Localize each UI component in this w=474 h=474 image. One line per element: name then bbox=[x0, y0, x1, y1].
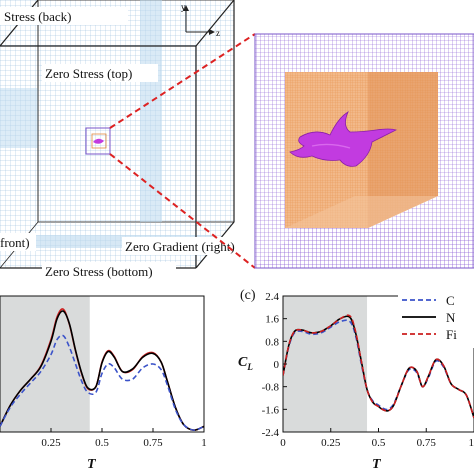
label-bottom: Zero Stress (bottom) bbox=[45, 264, 153, 279]
refinement-band-vertical bbox=[140, 0, 162, 222]
plot-left-series-1 bbox=[0, 310, 204, 431]
plot-c-legend: CN Fi bbox=[398, 290, 474, 348]
plot-c-xlabel: T bbox=[372, 457, 382, 472]
plot-c-shaded-region bbox=[283, 296, 368, 432]
plot-c-ytick-label: 2.4 bbox=[265, 291, 279, 303]
plot-left-xtick-label: 0.75 bbox=[143, 437, 163, 449]
zoom-connector-bottom bbox=[109, 153, 256, 269]
plot-c-ytick-label: 0 bbox=[274, 359, 280, 371]
axis-z-label: z bbox=[216, 28, 220, 38]
plot-c-series-0 bbox=[283, 319, 474, 419]
plot-c-ylabel: CL bbox=[238, 355, 253, 372]
plot-c-ytick-label: 0.8 bbox=[265, 336, 279, 348]
zoomed-mesh bbox=[254, 33, 474, 269]
plot-c-xtick-label: 0.25 bbox=[321, 437, 341, 449]
refinement-band-left bbox=[0, 88, 38, 148]
plot-c-series-2 bbox=[283, 314, 474, 419]
boundary-labels: Stress (back) Zero Stress (top) Zero Gra… bbox=[0, 7, 256, 280]
zoom-connector-top bbox=[109, 33, 256, 129]
legend-entry: N bbox=[446, 310, 456, 325]
plot-c-ytick-label: -0.8 bbox=[262, 382, 280, 394]
plot-left-xtick-label: 0.25 bbox=[41, 437, 61, 449]
legend-entry: C bbox=[446, 293, 455, 308]
plot-c-ytick-label: -1.6 bbox=[262, 404, 280, 416]
plot-c-xtick-label: 0.5 bbox=[372, 437, 386, 449]
label-front: front) bbox=[0, 235, 30, 250]
plot-left-xtick-label: 0.5 bbox=[95, 437, 109, 449]
plot-left-xlabel: T bbox=[87, 457, 97, 472]
legend-entry: Fi bbox=[446, 327, 457, 342]
plot-c-ytick-label: 1.6 bbox=[265, 314, 279, 326]
plot-left-series-2 bbox=[0, 334, 204, 431]
plot-c-xtick-label: 1 bbox=[469, 437, 474, 449]
manta-fish bbox=[289, 111, 398, 167]
label-top: Zero Stress (top) bbox=[45, 66, 132, 81]
plot-c-xtick-label: 0.75 bbox=[417, 437, 437, 449]
label-back: Stress (back) bbox=[4, 9, 72, 24]
plot-c-xtick-label: 0 bbox=[280, 437, 286, 449]
plot-left-shaded-region bbox=[0, 296, 90, 432]
axis-y-label: y bbox=[181, 2, 186, 12]
domain-box bbox=[0, 0, 235, 269]
inner-refinement-box bbox=[85, 127, 111, 155]
small-fish bbox=[93, 138, 104, 144]
plot-c: (c) 0 0.25 0.5 0.75 12.41.60.80-0.8-1.6-2.4 … bbox=[238, 288, 474, 472]
plot-c-ytick-label: -2.4 bbox=[262, 427, 280, 439]
label-right: Zero Gradient (right) bbox=[125, 239, 235, 254]
coordinate-axes: y z bbox=[181, 2, 220, 38]
plot-left: 0.25 0.5 0.75 1 T bbox=[0, 295, 207, 472]
panel-label-c: (c) bbox=[240, 288, 256, 303]
plot-left-xtick-label: 1 bbox=[201, 437, 207, 449]
